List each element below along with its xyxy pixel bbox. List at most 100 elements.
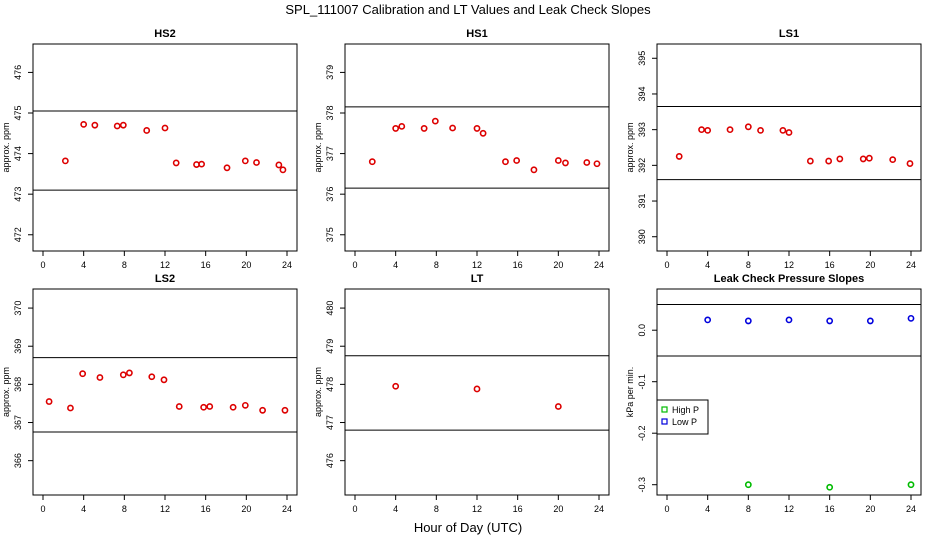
data-point (675, 153, 683, 160)
data-point (554, 157, 562, 164)
data-point (80, 120, 88, 128)
data-point (826, 317, 834, 325)
x-tick-label: 8 (434, 260, 439, 270)
data-point (119, 371, 127, 379)
data-point (119, 121, 127, 129)
data-point (779, 126, 787, 134)
data-point (241, 401, 249, 409)
y-tick-label: -0.3 (637, 477, 647, 493)
x-tick-label: 20 (241, 260, 251, 270)
x-tick-label: 24 (906, 504, 916, 514)
y-tick-label: -0.1 (637, 374, 647, 390)
y-tick-label: 367 (13, 415, 23, 430)
plot-frame (32, 288, 298, 496)
data-point (275, 161, 283, 169)
x-tick-label: 4 (393, 504, 398, 514)
data-point (866, 317, 874, 325)
y-tick-label: 393 (637, 122, 647, 137)
data-point (530, 166, 538, 174)
x-tick-label: 0 (664, 504, 669, 514)
y-tick-label: 378 (325, 105, 335, 120)
data-point (889, 156, 897, 164)
x-tick-label: 12 (160, 260, 170, 270)
y-tick-label: 395 (637, 51, 647, 66)
plot-frame (656, 288, 922, 496)
x-tick-label: 12 (784, 504, 794, 514)
data-point (785, 316, 793, 324)
panel-title: HS1 (466, 28, 487, 40)
x-tick-label: 20 (241, 504, 251, 514)
x-tick-label: 12 (472, 260, 482, 270)
x-tick-label: 16 (825, 260, 835, 270)
y-tick-label: 375 (325, 227, 335, 242)
x-tick-label: 16 (201, 260, 211, 270)
x-tick-label: 4 (81, 260, 86, 270)
y-tick-label: 480 (325, 301, 335, 316)
y-tick-label: 477 (325, 415, 335, 430)
x-tick-label: 4 (393, 260, 398, 270)
data-point (172, 159, 180, 167)
data-point (200, 403, 208, 411)
x-tick-label: 24 (594, 504, 604, 514)
x-tick-label: 12 (472, 504, 482, 514)
data-point (61, 157, 69, 165)
x-tick-label: 24 (282, 260, 292, 270)
data-point (398, 122, 406, 130)
data-point (279, 166, 287, 174)
data-point (554, 403, 562, 410)
data-point (392, 382, 400, 390)
x-tick-label: 0 (352, 504, 357, 514)
x-tick-label: 0 (352, 260, 357, 270)
y-tick-label: 390 (637, 229, 647, 244)
y-tick-label: 475 (13, 105, 23, 120)
x-tick-label: 24 (906, 260, 916, 270)
x-tick-label: 8 (746, 260, 751, 270)
y-axis-label: approx. ppm (1, 367, 11, 417)
data-point (825, 157, 833, 165)
panel-title: LS2 (155, 273, 175, 285)
data-point (865, 154, 873, 162)
data-point (392, 125, 400, 132)
data-point (502, 158, 509, 166)
data-point (907, 314, 915, 322)
data-point (473, 125, 481, 132)
data-point (836, 155, 844, 163)
y-tick-label: 379 (325, 65, 335, 80)
data-point (126, 369, 133, 377)
data-point (45, 398, 53, 405)
x-tick-label: 12 (160, 504, 170, 514)
legend-label: High P (672, 405, 699, 415)
data-point (79, 370, 87, 378)
x-tick-label: 20 (865, 260, 875, 270)
panel-1: HS1 0 4 8 12 16 20 24 375 376 377 378 379 approx. ppm (313, 28, 610, 270)
x-tick-label: 24 (282, 504, 292, 514)
data-point (826, 483, 834, 491)
data-point (253, 159, 260, 166)
data-point (785, 129, 793, 136)
panel-0: HS2 0 4 8 12 16 20 24 472 473 474 475 476 approx. ppm (1, 28, 298, 270)
panel-3: LS2 0 4 8 12 16 20 24 366 367 368 369 370 approx. ppm (1, 273, 298, 514)
data-point (241, 157, 249, 165)
x-tick-label: 4 (81, 504, 86, 514)
y-axis-label: approx. ppm (313, 367, 323, 417)
x-tick-label: 20 (553, 504, 563, 514)
y-tick-label: 479 (325, 339, 335, 354)
x-tick-label: 8 (434, 504, 439, 514)
x-tick-label: 8 (122, 504, 127, 514)
data-point (704, 126, 712, 134)
y-axis-label: approx. ppm (625, 122, 635, 172)
y-tick-label: 376 (325, 187, 335, 202)
x-tick-label: 20 (865, 504, 875, 514)
x-tick-label: 4 (705, 504, 710, 514)
legend-label: Low P (672, 417, 697, 427)
data-point (67, 404, 74, 412)
data-point (726, 126, 734, 134)
x-tick-label: 16 (513, 504, 523, 514)
data-point (113, 122, 121, 130)
y-tick-label: -0.2 (637, 425, 647, 441)
data-point (698, 126, 705, 134)
data-point (907, 481, 915, 489)
data-point (223, 164, 231, 172)
data-point (859, 155, 867, 163)
